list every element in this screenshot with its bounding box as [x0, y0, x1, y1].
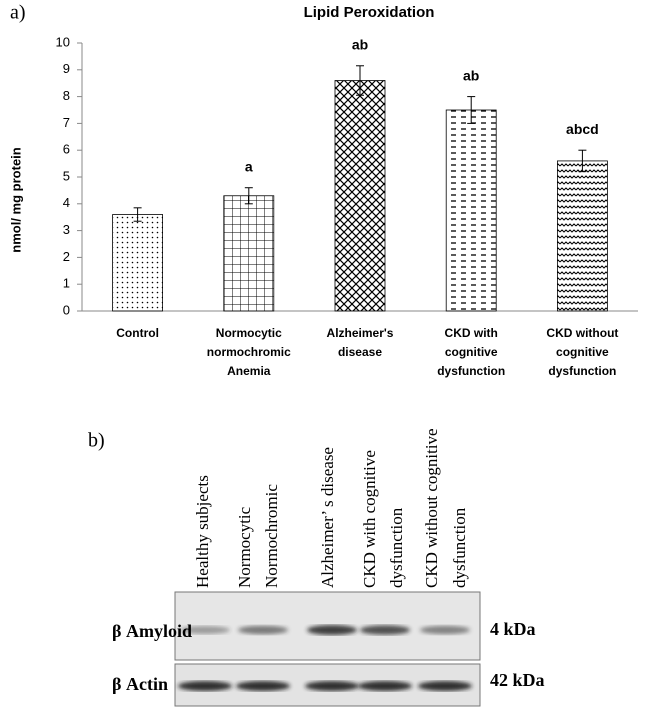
- lane-label: Healthy subjects: [193, 475, 212, 588]
- lane-label: Alzheimer’ s disease: [318, 447, 337, 588]
- x-tick-label: disease: [338, 345, 382, 359]
- annotation: abcd: [566, 121, 599, 137]
- y-tick-label: 6: [63, 142, 70, 157]
- bar: [112, 214, 163, 312]
- blot-band: [305, 681, 359, 691]
- panel-label: b): [88, 430, 105, 452]
- annotation: ab: [463, 67, 479, 83]
- y-tick-label: 5: [63, 168, 70, 183]
- lane-label: dysfunction: [387, 507, 406, 588]
- bar: [223, 195, 275, 312]
- annotation: a: [245, 158, 253, 174]
- blot-band: [178, 681, 232, 691]
- western-blot: [174, 591, 481, 707]
- y-tick-label: 0: [63, 302, 70, 317]
- x-tick-label: cognitive: [445, 345, 498, 359]
- x-tick-label: dysfunction: [437, 364, 505, 378]
- x-tick-label: dysfunction: [548, 364, 616, 378]
- lane-label: Normocytic: [235, 506, 254, 588]
- x-tick-label: CKD with: [445, 326, 498, 340]
- error-bar: [578, 149, 587, 173]
- y-tick-label: 7: [63, 115, 70, 130]
- error-bar: [356, 65, 364, 96]
- blot-band: [360, 625, 410, 635]
- error-bar: [244, 187, 253, 205]
- x-tick-label: CKD without: [546, 326, 618, 340]
- x-tick-label: Anemia: [227, 364, 271, 378]
- blot-band: [358, 681, 412, 691]
- x-tick-label: Normocytic: [216, 326, 282, 340]
- error-bar: [467, 96, 476, 124]
- bar: [557, 160, 608, 312]
- x-tick-label: cognitive: [556, 345, 609, 359]
- blot-band: [418, 681, 472, 691]
- blot-band: [180, 626, 230, 634]
- size-label: 42 kDa: [490, 670, 545, 690]
- x-tick-label: Alzheimer's: [327, 326, 394, 340]
- lane-label: CKD with cognitive: [360, 450, 379, 588]
- y-tick-label: 8: [63, 88, 70, 103]
- panel-label: a): [10, 2, 26, 24]
- y-axis-label: nmol/ mg protein: [8, 147, 23, 253]
- y-tick-label: 1: [63, 276, 70, 291]
- annotation: ab: [352, 36, 368, 52]
- y-tick-label: 10: [56, 34, 70, 49]
- row-label: β Amyloid: [112, 621, 192, 641]
- error-bar: [133, 207, 142, 222]
- y-tick-label: 4: [63, 195, 70, 210]
- lane-label: dysfunction: [450, 507, 469, 588]
- bar: [334, 80, 386, 312]
- lane-label: Normochromic: [262, 484, 281, 588]
- x-tick-label: normochromic: [207, 345, 291, 359]
- blot-band: [238, 625, 288, 635]
- y-tick-label: 3: [63, 222, 70, 237]
- y-tick-label: 9: [63, 61, 70, 76]
- row-label: β Actin: [112, 674, 168, 694]
- x-tick-label: Control: [116, 326, 159, 340]
- size-label: 4 kDa: [490, 619, 536, 639]
- y-tick-label: 2: [63, 249, 70, 264]
- blot-band: [307, 625, 357, 635]
- chart-title: Lipid Peroxidation: [304, 4, 435, 21]
- lane-label: CKD without cognitive: [422, 428, 441, 588]
- bar: [445, 109, 497, 312]
- blot-band: [420, 625, 470, 635]
- blot-band: [236, 681, 290, 691]
